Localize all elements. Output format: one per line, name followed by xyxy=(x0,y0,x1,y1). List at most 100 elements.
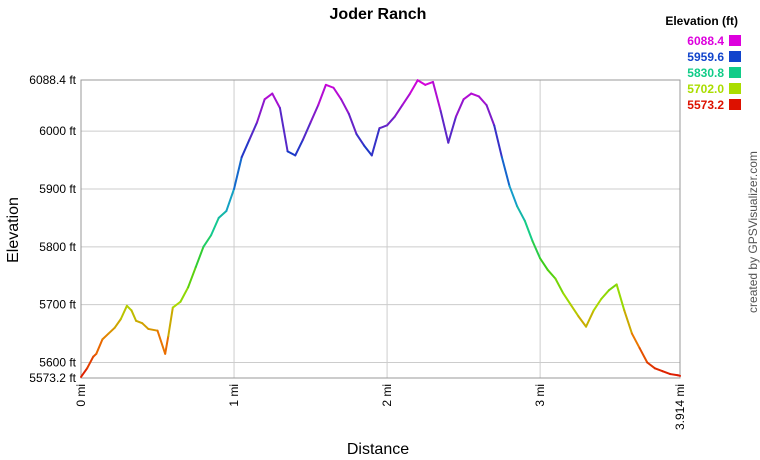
profile-segment xyxy=(401,92,412,107)
profile-segment xyxy=(424,80,434,86)
profile-segment xyxy=(217,209,228,219)
profile-segment xyxy=(167,306,174,338)
profile-segment xyxy=(393,104,404,118)
profile-segment xyxy=(585,309,595,328)
profile-segment xyxy=(113,318,122,329)
profile-segment xyxy=(324,83,335,89)
profile-segment xyxy=(638,347,649,364)
profile-segment xyxy=(301,121,312,141)
profile-segment xyxy=(592,297,603,312)
profile-segment xyxy=(135,319,144,325)
legend: Elevation (ft) 6088.4 5959.6 5830.8 5702.0 5… xyxy=(665,14,741,112)
profile-segment xyxy=(164,335,170,355)
profile-segment xyxy=(248,121,258,141)
profile-segment xyxy=(332,86,343,101)
legend-swatch xyxy=(729,35,741,46)
profile-segment xyxy=(286,150,297,157)
profile-segment xyxy=(340,98,350,115)
x-tick-label: 3 mi xyxy=(533,384,547,407)
profile-segment xyxy=(202,234,213,248)
y-tick-label: 5900 ft xyxy=(39,182,76,196)
profile-segment xyxy=(569,303,580,318)
profile-segment xyxy=(646,361,656,370)
y-tick-label: 5800 ft xyxy=(39,240,76,254)
profile-segment xyxy=(141,322,150,330)
profile-segment xyxy=(294,138,304,157)
profile-segment xyxy=(454,98,465,118)
x-tick-labels: 0 mi 1 mi 2 mi 3 mi 3.914 mi xyxy=(74,384,687,430)
profile-segment xyxy=(240,138,251,159)
profile-segment xyxy=(462,92,473,101)
profile-segment xyxy=(623,309,633,335)
profile-segment xyxy=(523,219,534,243)
profile-segment xyxy=(171,300,182,309)
profile-segment xyxy=(347,112,358,136)
profile-segment xyxy=(263,92,274,101)
profile-segment xyxy=(125,304,133,312)
profile-segment xyxy=(194,245,205,269)
profile-segment xyxy=(147,327,159,332)
profile-segment xyxy=(470,92,480,98)
profile-segment xyxy=(317,83,327,107)
profile-segment xyxy=(370,127,381,157)
legend-value: 5573.2 xyxy=(687,98,724,112)
profile-segment xyxy=(676,374,681,377)
y-axis-label: Elevation xyxy=(5,197,22,263)
profile-segment xyxy=(508,185,519,208)
profile-segment xyxy=(255,98,266,124)
elevation-profile xyxy=(80,79,681,378)
profile-segment xyxy=(386,115,396,127)
profile-segment xyxy=(546,268,557,280)
profile-segment xyxy=(233,156,243,190)
profile-segment xyxy=(101,332,110,341)
profile-segment xyxy=(447,115,457,144)
y-tick-labels: 5573.2 ft 5600 ft 5700 ft 5800 ft 5900 ft 600… xyxy=(29,73,76,385)
profile-segment xyxy=(409,79,419,95)
profile-segment xyxy=(439,109,450,144)
profile-segment xyxy=(278,106,289,153)
profile-segment xyxy=(416,79,427,86)
profile-segment xyxy=(187,266,197,289)
x-tick-label: 0 mi xyxy=(74,384,88,407)
profile-segment xyxy=(600,289,610,300)
profile-segment xyxy=(225,187,236,212)
y-tick-label: 5573.2 ft xyxy=(29,371,76,385)
credit-text: created by GPSVisualizer.com xyxy=(746,151,760,313)
profile-segment xyxy=(363,144,373,157)
profile-segment xyxy=(130,309,138,322)
profile-segment xyxy=(493,124,503,159)
legend-value: 6088.4 xyxy=(687,34,724,48)
profile-segment xyxy=(531,240,542,260)
profile-segment xyxy=(86,355,95,370)
profile-segment xyxy=(630,332,641,350)
legend-title: Elevation (ft) xyxy=(665,14,738,28)
legend-swatch xyxy=(729,99,741,110)
profile-segment xyxy=(653,367,664,373)
profile-segment xyxy=(355,133,366,147)
y-tick-label: 6088.4 ft xyxy=(29,73,76,87)
profile-segment xyxy=(477,95,488,107)
profile-segment xyxy=(271,92,281,109)
profile-segment xyxy=(485,104,496,127)
grid xyxy=(80,79,681,379)
plot-border xyxy=(80,79,681,379)
profile-segment xyxy=(562,292,572,306)
profile-segment xyxy=(615,283,626,312)
profile-segment xyxy=(554,277,565,295)
x-tick-label: 3.914 mi xyxy=(673,384,687,430)
x-axis-label: Distance xyxy=(347,441,409,458)
legend-swatch xyxy=(729,67,741,78)
profile-segment xyxy=(179,286,190,303)
legend-swatch xyxy=(729,83,741,94)
profile-segment xyxy=(607,283,618,292)
legend-value: 5830.8 xyxy=(687,66,724,80)
profile-segment xyxy=(516,205,526,222)
profile-segment xyxy=(500,156,511,188)
profile-segment xyxy=(431,80,442,112)
y-tick-label: 5600 ft xyxy=(39,355,76,369)
chart-title: Joder Ranch xyxy=(330,6,427,23)
profile-segment xyxy=(156,329,167,355)
profile-segment xyxy=(210,216,220,237)
profile-segment xyxy=(309,104,320,124)
profile-segment xyxy=(119,304,128,321)
